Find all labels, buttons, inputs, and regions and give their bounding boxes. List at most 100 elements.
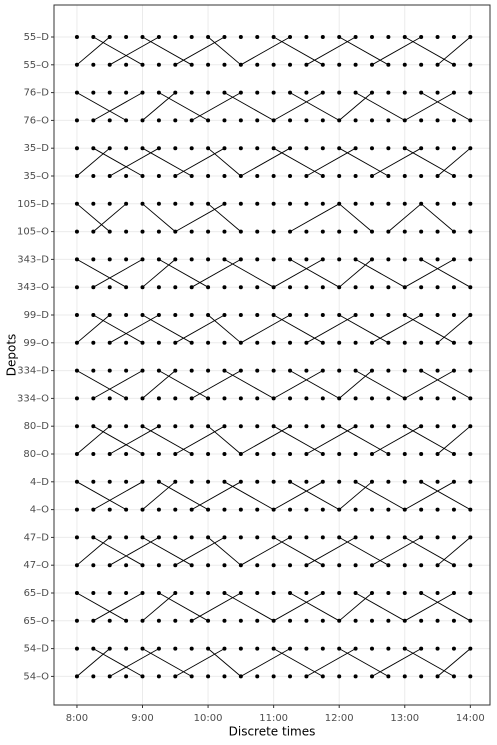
point [402, 285, 407, 290]
trip-line [175, 314, 225, 344]
point [189, 507, 194, 512]
point [189, 340, 194, 345]
point [156, 563, 161, 568]
point [271, 396, 276, 401]
point [386, 118, 391, 123]
trip-line [142, 370, 176, 399]
point [402, 62, 407, 67]
point [156, 257, 161, 262]
y-tick-label: 55–O [23, 60, 49, 71]
y-tick-label: 99–O [23, 338, 49, 349]
point [353, 174, 358, 178]
point [124, 313, 129, 317]
point [353, 257, 358, 262]
point [386, 424, 391, 429]
point [435, 146, 440, 151]
point [304, 535, 309, 540]
point [304, 118, 309, 123]
point [124, 340, 129, 345]
point [402, 618, 407, 623]
point [107, 118, 112, 123]
point [386, 452, 391, 456]
point [238, 62, 243, 67]
point [435, 591, 440, 595]
point [74, 591, 79, 595]
y-tick-label: 47–O [23, 560, 49, 571]
point [238, 340, 243, 345]
point [107, 507, 112, 512]
point [304, 368, 309, 373]
point [369, 62, 374, 67]
point [435, 340, 440, 345]
x-tick-label: 11:00 [259, 713, 288, 724]
point [320, 452, 325, 456]
point [124, 591, 129, 595]
point [107, 646, 112, 651]
point [435, 479, 440, 484]
point [74, 674, 79, 679]
trip-line [93, 203, 127, 232]
point [140, 146, 145, 151]
point [451, 368, 456, 373]
point [156, 507, 161, 512]
point [255, 35, 260, 39]
point [369, 313, 374, 317]
point [255, 479, 260, 484]
point [206, 146, 211, 151]
point [369, 452, 374, 456]
point [156, 35, 161, 39]
trip-line [93, 648, 143, 677]
trip-line [142, 92, 176, 121]
point [320, 35, 325, 39]
point [337, 618, 342, 623]
point [435, 368, 440, 373]
point [419, 396, 424, 401]
point [369, 535, 374, 540]
point [156, 285, 161, 290]
point [91, 90, 96, 95]
trip-line [76, 147, 111, 177]
point [189, 35, 194, 39]
point [320, 257, 325, 262]
point [189, 674, 194, 679]
point [353, 563, 358, 568]
point [124, 146, 129, 151]
point [402, 452, 407, 456]
point [402, 507, 407, 512]
point [124, 535, 129, 540]
point [91, 591, 96, 595]
point [91, 118, 96, 123]
trip-line [404, 314, 455, 344]
point [419, 118, 424, 123]
y-tick-label: 55–D [24, 32, 50, 43]
x-tick-label: 14:00 [456, 713, 485, 724]
trip-line [437, 648, 471, 677]
point [91, 174, 96, 178]
point [304, 618, 309, 623]
point [189, 118, 194, 123]
trip-line [404, 537, 455, 566]
point [238, 201, 243, 206]
point [451, 201, 456, 206]
point [419, 229, 424, 234]
point [386, 62, 391, 67]
trip-line [93, 481, 143, 510]
point [369, 674, 374, 679]
trip-line [273, 259, 324, 288]
point [206, 90, 211, 95]
point [353, 591, 358, 595]
point [156, 229, 161, 234]
y-tick-label: 334–D [17, 366, 49, 377]
point [271, 257, 276, 262]
point [124, 35, 129, 39]
point [124, 90, 129, 95]
point [189, 146, 194, 151]
point [320, 313, 325, 317]
trip-line [420, 481, 471, 510]
point [402, 424, 407, 429]
point [140, 368, 145, 373]
point [124, 396, 129, 401]
point [189, 646, 194, 651]
point [222, 313, 227, 317]
point [304, 257, 309, 262]
